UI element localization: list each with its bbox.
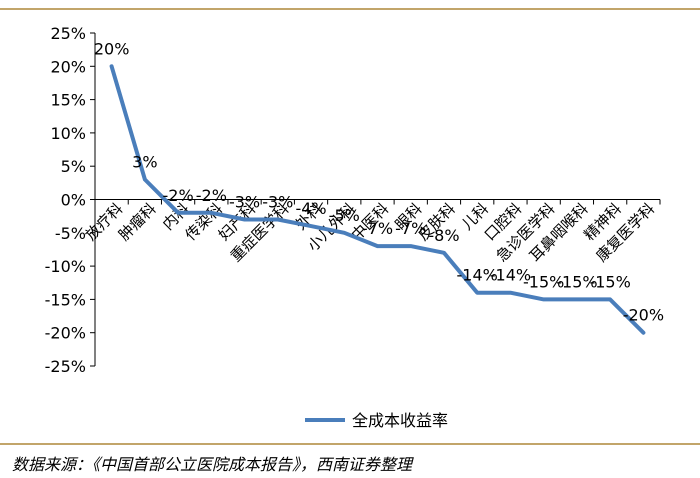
data-label: -15%	[556, 272, 597, 291]
y-tick-label: 10%	[50, 124, 86, 143]
y-tick-label: -5%	[55, 224, 86, 243]
data-label: -15%	[523, 272, 564, 291]
bottom-divider	[0, 443, 700, 445]
data-label: -7%	[395, 219, 426, 238]
data-label: -20%	[623, 306, 664, 325]
data-label: 20%	[94, 39, 130, 58]
data-label: -3%	[262, 192, 293, 211]
y-tick-label: 25%	[50, 24, 86, 43]
x-category-label: 肿瘤科	[115, 200, 160, 245]
data-label: 3%	[132, 153, 157, 172]
data-label: -4%	[295, 199, 326, 218]
y-tick-label: 5%	[61, 157, 86, 176]
line-chart: 25%20%15%10%5%0%-5%-10%-15%-20%-25%放疗科肿瘤…	[45, 24, 664, 430]
data-label: -14%	[490, 266, 531, 285]
y-tick-label: 20%	[50, 57, 86, 76]
data-label: -2%	[163, 186, 194, 205]
legend-label: 全成本收益率	[352, 411, 448, 430]
y-tick-label: -15%	[45, 290, 86, 309]
source-note: 数据来源：《中国首部公立医院成本报告》，西南证券整理	[12, 455, 413, 474]
y-tick-label: -20%	[45, 324, 86, 343]
y-tick-label: 0%	[61, 191, 86, 210]
data-label: -2%	[196, 186, 227, 205]
y-tick-label: -25%	[45, 357, 86, 376]
data-label: -5%	[329, 206, 360, 225]
data-label: -8%	[428, 226, 459, 245]
y-tick-label: -10%	[45, 257, 86, 276]
top-divider	[0, 8, 700, 10]
data-label: -7%	[362, 219, 393, 238]
data-label: -15%	[589, 272, 630, 291]
data-label: -3%	[229, 192, 260, 211]
y-tick-label: 15%	[50, 91, 86, 110]
data-label: -14%	[457, 266, 498, 285]
